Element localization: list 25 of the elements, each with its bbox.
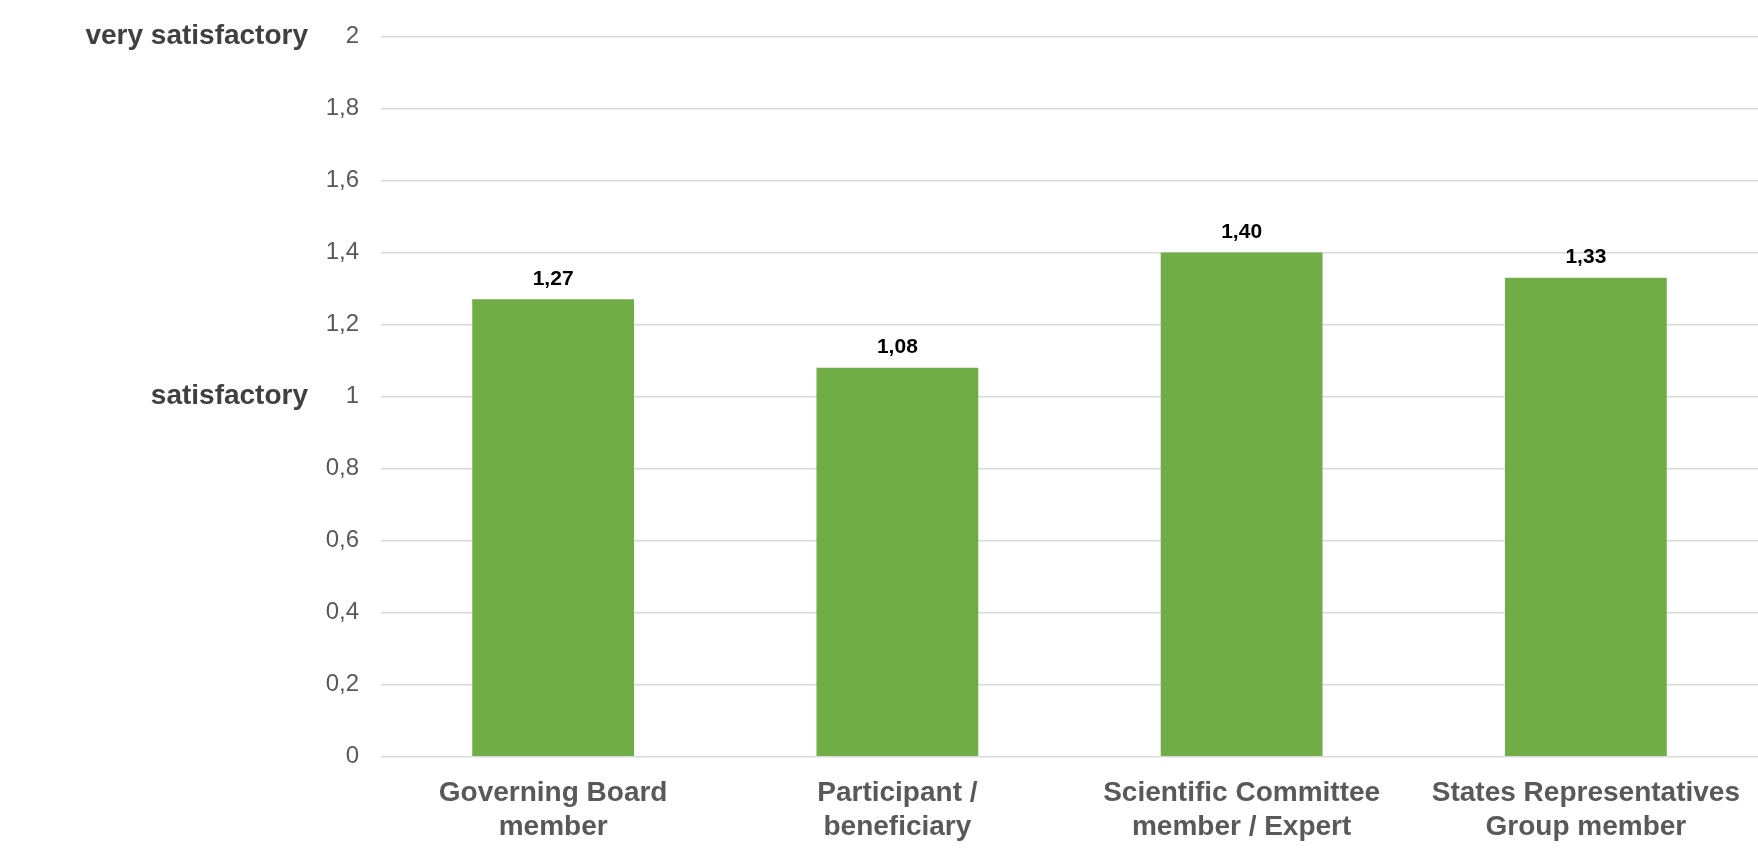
y-tick-label: 1,2 xyxy=(325,309,359,337)
text: satisfactory xyxy=(150,379,309,411)
data-label: 1,08 xyxy=(876,334,919,358)
data-label: 1,40 xyxy=(1221,218,1263,242)
y-tick-label: 0,4 xyxy=(325,597,359,625)
data-label: 1,33 xyxy=(1565,244,1607,268)
y-tick-label: 1,8 xyxy=(325,93,359,121)
x-tick-label: States Representatives Group member xyxy=(1431,776,1740,841)
x-tick-label: Scientific Committee member / Expert xyxy=(1103,776,1381,841)
text: very satisfactory xyxy=(85,19,309,51)
y-tick-label: 1,6 xyxy=(325,165,359,193)
x-tick-label: Governing Board member xyxy=(438,776,668,841)
y-tick-label: 0,8 xyxy=(325,453,359,481)
bar xyxy=(472,299,635,757)
data-label: 1,27 xyxy=(532,265,574,289)
y-tick-label: 1 xyxy=(345,381,359,409)
bar xyxy=(1160,252,1323,757)
y-tick-label: 2 xyxy=(345,21,359,49)
bar xyxy=(1504,277,1667,757)
y-tick-label: 1,4 xyxy=(325,237,359,265)
y-tick-label: 0,2 xyxy=(325,669,359,697)
y-tick-label: 0 xyxy=(345,741,359,769)
bar xyxy=(816,367,979,757)
x-tick-label: Participant / beneficiary xyxy=(817,776,978,841)
y-tick-label: 0,6 xyxy=(325,525,359,553)
